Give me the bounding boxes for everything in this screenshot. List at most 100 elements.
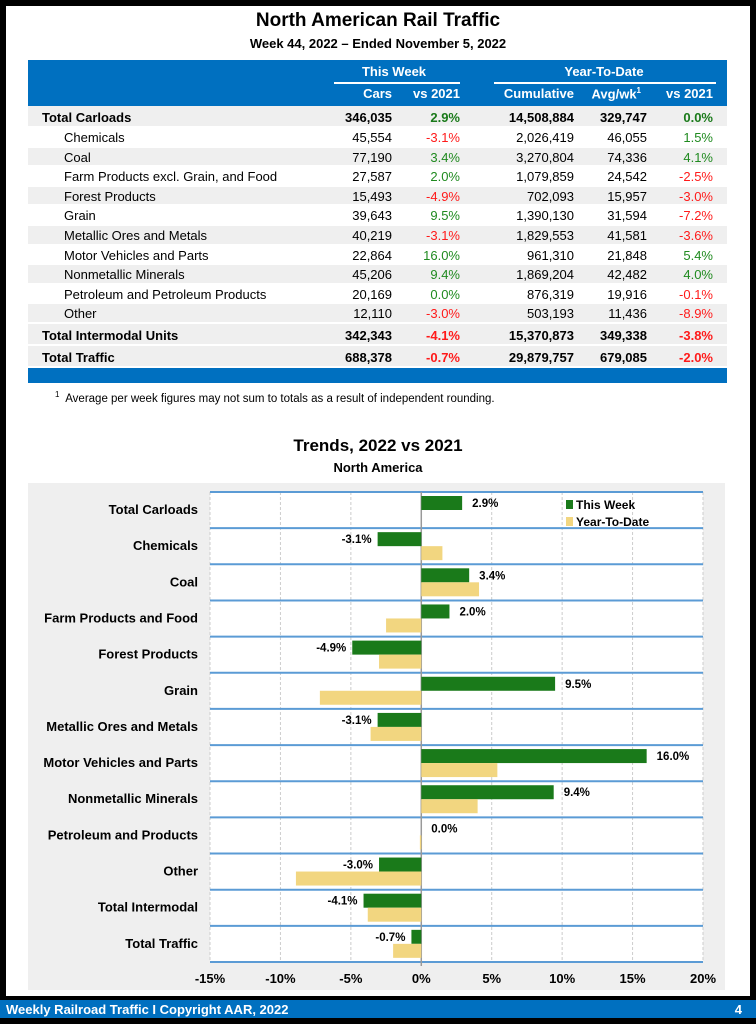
x-tick-label: 5% [482,971,501,986]
bar-year-to-date [370,726,422,741]
data-label: -0.7% [375,932,405,944]
data-label: 3.4% [479,570,505,582]
cars-value: 77,190 [352,149,392,165]
page-subtitle: Week 44, 2022 – Ended November 5, 2022 [249,36,507,51]
bar-year-to-date [386,618,422,633]
data-label: 2.9% [472,498,498,510]
cars-value: 45,206 [352,267,392,283]
plot-area [210,492,703,962]
table-body: Total Carloads 346,035 2.9% 14,508,884 329,7… [28,106,727,368]
week-vs-value: 9.5% [430,208,460,224]
cumulative-value: 3,270,804 [516,149,574,165]
ytd-vs-value: 1.5% [683,130,713,145]
group-header-ytd: Year-To-Date [564,64,644,79]
ytd-vs-value: 5.4% [683,247,713,263]
bar-year-to-date [421,546,443,561]
ytd-vs-value: -8.9% [679,306,713,322]
cumulative-value: 1,079,859 [516,169,574,185]
week-vs-value: 9.4% [430,267,460,283]
bar-this-week [421,568,470,583]
table-row: Chemicals 45,554 -3.1% 2,026,419 46,055 1.5% [28,128,727,148]
row-label: Chemicals [64,130,125,145]
data-label: 9.5% [565,679,591,691]
table-row: Motor Vehicles and Parts 22,864 16.0% 961,3… [28,246,727,266]
week-vs-value: 3.4% [430,149,460,165]
table-row: Grain 39,643 9.5% 1,390,130 31,594 -7.2% [28,206,727,226]
page-title: North American Rail Traffic [255,10,501,31]
table-row: Forest Products 15,493 -4.9% 702,093 15,957 -… [28,186,727,207]
avg-value: 41,581 [607,227,647,243]
divider [494,82,716,84]
table-row: Farm Products excl. Grain, and Food 27,58… [28,167,727,187]
footnote-mark: 1 [636,86,641,95]
ytd-vs-value: 0.0% [683,110,713,125]
legend-swatch-this-week [566,500,573,509]
ytd-vs-value: -3.8% [679,327,713,343]
x-tick-label: 20% [690,971,716,986]
cumulative-value: 15,370,873 [508,327,574,343]
bar-year-to-date [379,654,422,669]
bar-this-week [352,640,422,655]
avg-value: 42,482 [607,267,647,283]
x-tick-label: 0% [412,971,431,986]
footnote: 1 Average per week figures may not sum t… [55,390,495,405]
cars-value: 45,554 [352,130,392,145]
legend-label-ytd: Year-To-Date [576,515,649,529]
bar-this-week [421,496,463,510]
data-label: 16.0% [657,751,690,763]
table-row: Nonmetallic Minerals 45,206 9.4% 1,869,204 4… [28,265,727,285]
row-label: Other [64,306,97,322]
row-label: Total Carloads [42,110,132,125]
legend-label-this-week: This Week [576,498,635,512]
cumulative-value: 1,390,130 [516,208,574,224]
data-label: -3.1% [342,534,372,546]
footnote-text: Average per week figures may not sum to … [65,392,495,405]
avg-value: 24,542 [607,169,647,185]
row-label: Petroleum and Petroleum Products [64,286,267,302]
cars-value: 22,864 [352,247,392,263]
table-header: This Week Year-To-Date Cars vs 2021 Cumu… [28,60,727,106]
footer-text: Weekly Railroad Traffic I Copyright AAR,… [6,1002,289,1017]
bar-this-week [379,857,422,872]
footer-bar: Weekly Railroad Traffic I Copyright AAR,… [0,1000,756,1018]
data-label: 0.0% [431,823,457,835]
page-number: 4 [734,1002,742,1017]
avg-value: 46,055 [607,130,647,145]
chart-subtitle: North America [333,460,423,475]
ytd-vs-value: -3.0% [679,188,713,204]
cumulative-value: 503,193 [527,306,574,322]
cumulative-value: 1,869,204 [516,267,574,283]
cumulative-value: 14,508,884 [508,110,574,125]
avg-value: 11,436 [608,306,647,322]
ytd-vs-value: 4.1% [683,149,713,165]
legend-swatch-ytd [566,517,573,526]
category-label: Motor Vehicles and Parts [43,755,198,770]
week-vs-value: -3.1% [426,130,460,145]
table-row: Total Intermodal Units 342,343 -4.1% 15,370… [28,323,727,346]
week-vs-value: -4.9% [426,188,460,204]
col-cars: Cars [363,86,392,101]
col-avg-label: Avg/wk [591,86,637,102]
ytd-vs-value: -0.1% [679,286,713,302]
group-header-this-week: This Week [361,64,427,79]
category-label: Total Carloads [109,502,198,517]
category-label: Forest Products [98,647,198,662]
week-vs-value: -0.7% [426,349,460,365]
data-label: -4.1% [327,896,357,908]
category-label: Farm Products and Food [44,610,198,625]
category-label: Metallic Ores and Metals [46,719,198,734]
ytd-vs-value: -3.6% [679,227,713,243]
data-label: -3.0% [343,860,373,872]
bar-year-to-date [367,907,422,922]
col-ytd-vs: vs 2021 [666,86,713,101]
cars-value: 40,219 [352,227,392,243]
ytd-vs-value: -2.0% [679,349,713,365]
bar-year-to-date [419,835,422,850]
avg-value: 21,848 [607,247,647,263]
avg-value: 15,957 [607,188,647,204]
week-vs-value: -3.0% [426,306,460,322]
cars-value: 346,035 [345,110,392,125]
cars-value: 20,169 [352,286,392,302]
cars-value: 342,343 [345,327,392,343]
ytd-vs-value: 4.0% [683,267,713,283]
